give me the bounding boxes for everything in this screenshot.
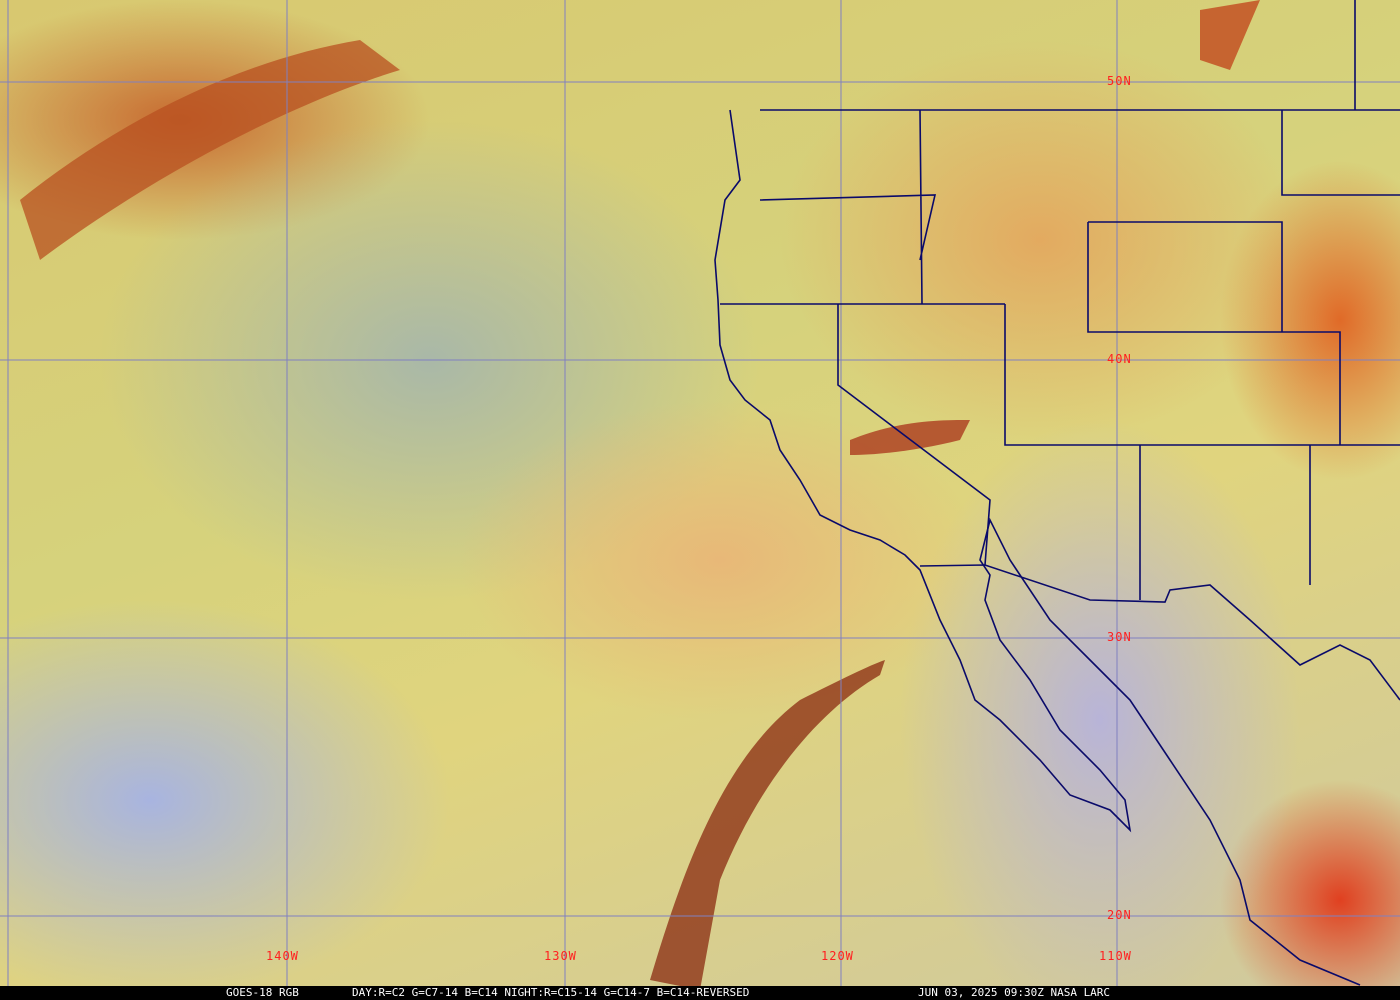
longitude-label-120w: 120W [821,949,854,963]
cloud-features [20,0,1260,990]
longitude-label-140w: 140W [266,949,299,963]
image-caption-bar: GOES-18 RGB DAY:R=C2 G=C7-14 B=C14 NIGHT… [0,986,1400,1000]
political-boundaries [714,0,1400,986]
longitude-label-130w: 130W [544,949,577,963]
timestamp: JUN 03, 2025 09:30Z NASA LARC [918,986,1111,999]
latitude-label-40n: 40N [1107,352,1132,366]
coastline [714,109,1361,986]
satellite-label: GOES-18 RGB [226,986,299,999]
channel-description: DAY:R=C2 G=C7-14 B=C14 NIGHT:R=C15-14 G=… [352,986,750,999]
latitude-label-30n: 30N [1107,630,1132,644]
latitude-label-50n: 50N [1107,74,1132,88]
latitude-label-20n: 20N [1107,908,1132,922]
us-mexico-border [919,564,1400,701]
longitude-label-110w: 110W [1099,949,1132,963]
state-borders [720,0,1400,600]
